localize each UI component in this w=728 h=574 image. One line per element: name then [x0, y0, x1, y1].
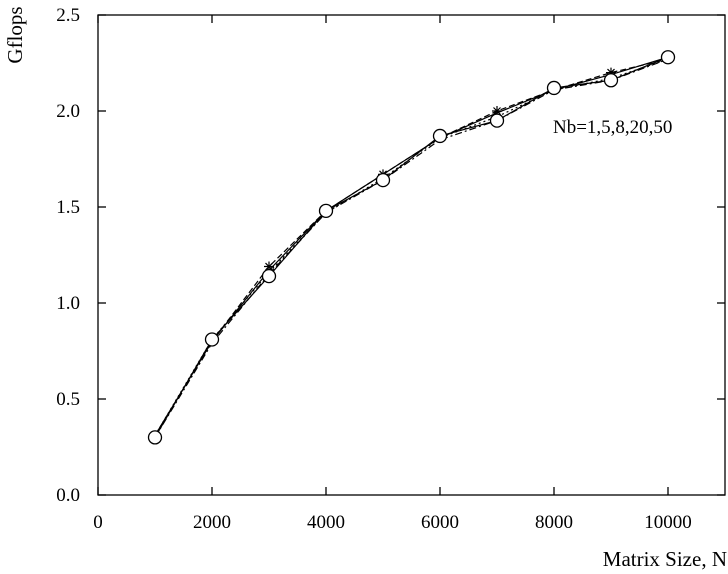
series-3 — [155, 59, 668, 435]
x-tick-label: 4000 — [307, 512, 345, 533]
y-tick-label: 0.5 — [56, 389, 80, 410]
y-tick-label: 2.5 — [56, 5, 80, 26]
series-line — [155, 57, 668, 437]
circle-marker — [662, 51, 675, 64]
axis-ticks — [98, 15, 725, 495]
y-tick-label: 0.0 — [56, 485, 80, 506]
x-tick-label: 10000 — [644, 512, 692, 533]
series-group — [149, 51, 675, 444]
series-line — [155, 57, 668, 435]
x-tick-label: 6000 — [421, 512, 459, 533]
circle-marker — [491, 114, 504, 127]
y-tick-label: 1.5 — [56, 197, 80, 218]
plot-frame — [98, 15, 725, 495]
y-axis-title: Gflops — [3, 6, 27, 63]
circle-marker — [149, 431, 162, 444]
series-line — [155, 59, 668, 435]
circle-marker — [377, 174, 390, 187]
series-line — [155, 59, 668, 435]
circle-marker — [320, 204, 333, 217]
series-4 — [155, 59, 668, 437]
y-tick-labels: 0.0 0.5 1.0 1.5 2.0 2.5 — [56, 5, 80, 506]
series-line — [155, 59, 668, 437]
x-axis-title: Matrix Size, N — [603, 547, 727, 571]
x-tick-labels: 0 2000 4000 6000 8000 10000 — [93, 512, 692, 533]
x-tick-label: 0 — [93, 512, 103, 533]
series-5 — [149, 51, 675, 444]
series-1 — [155, 57, 668, 435]
series-2 — [150, 54, 673, 440]
circle-marker — [434, 129, 447, 142]
x-tick-label: 2000 — [193, 512, 231, 533]
circle-marker — [263, 270, 276, 283]
y-tick-label: 2.0 — [56, 101, 80, 122]
x-tick-label: 8000 — [535, 512, 573, 533]
nb-annotation: Nb=1,5,8,20,50 — [553, 117, 672, 138]
circle-marker — [548, 81, 561, 94]
circle-marker — [206, 333, 219, 346]
y-tick-label: 1.0 — [56, 293, 80, 314]
circle-marker — [605, 74, 618, 87]
